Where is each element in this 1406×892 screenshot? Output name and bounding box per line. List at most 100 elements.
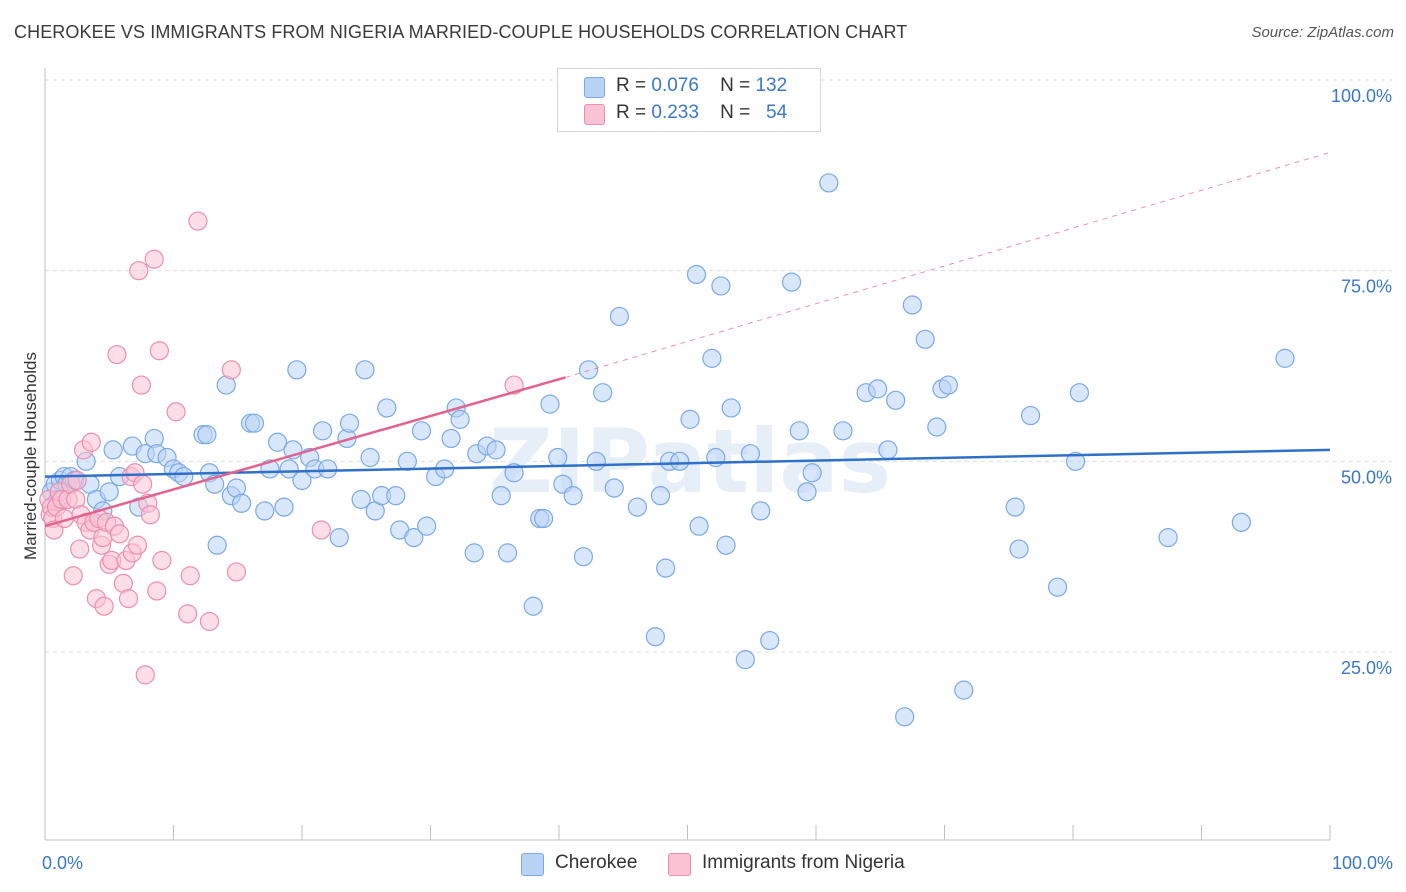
label-layer: 25.0% 50.0% 75.0% 100.0% 0.0% 100.0% Married-c… — [21, 86, 1393, 873]
point-cherokee — [1275, 348, 1295, 368]
point-nigeria — [226, 562, 247, 582]
point-cherokee — [886, 390, 906, 410]
point-nigeria — [94, 596, 114, 616]
point-cherokee — [833, 421, 853, 441]
point-cherokee — [573, 547, 594, 567]
point-cherokee — [760, 630, 780, 651]
point-cherokee — [680, 409, 700, 429]
point-nigeria — [70, 539, 90, 559]
legend-swatch-nigeria — [584, 104, 605, 125]
point-cherokee — [351, 489, 371, 510]
point-cherokee — [441, 428, 461, 449]
point-cherokee — [789, 421, 809, 441]
trendline-extension-nigeria — [565, 151, 1331, 378]
point-nigeria — [166, 402, 186, 422]
point-cherokee — [686, 264, 707, 285]
point-cherokee — [627, 497, 647, 517]
point-cherokee — [902, 295, 922, 315]
point-cherokee — [645, 627, 665, 647]
point-cherokee — [279, 459, 299, 479]
trend-layer — [44, 151, 1331, 528]
point-nigeria — [63, 566, 83, 586]
point-cherokee — [386, 486, 406, 506]
point-nigeria — [152, 550, 172, 571]
point-cherokee — [99, 482, 119, 502]
legend-swatch-cherokee — [584, 77, 605, 98]
legend-label: Cherokee — [555, 852, 638, 873]
legend-r-label: R = — [616, 102, 647, 123]
legend-swatch-cherokee — [521, 853, 544, 876]
point-cherokee — [1047, 577, 1068, 597]
legend-r-value: 0.076 — [651, 75, 699, 96]
legend-text: R = 0.233 N = 54 — [616, 102, 787, 124]
point-cherokee — [938, 375, 958, 395]
point-cherokee — [207, 535, 227, 555]
point-cherokee — [274, 497, 294, 517]
point-nigeria — [131, 375, 151, 395]
point-cherokee — [609, 306, 629, 327]
point-nigeria — [81, 432, 101, 452]
point-cherokee — [802, 463, 822, 483]
point-cherokee — [751, 501, 771, 521]
point-cherokee — [404, 527, 424, 548]
point-cherokee — [563, 486, 583, 506]
point-nigeria — [133, 474, 153, 494]
point-cherokee — [174, 466, 194, 487]
point-nigeria — [118, 589, 139, 609]
point-cherokee — [895, 707, 915, 727]
point-cherokee — [464, 543, 484, 563]
point-cherokee — [578, 360, 599, 380]
point-cherokee — [954, 680, 974, 700]
point-nigeria — [144, 249, 164, 269]
y-tick-label: 25.0% — [1341, 658, 1392, 678]
point-cherokee — [360, 447, 380, 468]
point-cherokee — [548, 447, 568, 468]
point-cherokee — [593, 383, 613, 403]
point-cherokee — [604, 478, 624, 498]
point-cherokee — [716, 535, 736, 555]
point-cherokee — [417, 516, 437, 536]
stats-legend: R = 0.076 N = 132 R = 0.233 N = 54 — [557, 68, 821, 132]
point-cherokee — [702, 348, 722, 368]
point-cherokee — [927, 417, 947, 437]
point-cherokee — [656, 558, 676, 578]
axis-layer — [44, 68, 1331, 841]
point-cherokee — [1158, 527, 1178, 548]
point-cherokee — [103, 440, 123, 460]
point-cherokee — [450, 409, 470, 429]
points-layer — [39, 173, 1295, 727]
legend-r-label: R = — [616, 75, 647, 96]
point-cherokee — [1065, 451, 1086, 471]
point-cherokee — [670, 451, 690, 471]
point-cherokee — [797, 482, 817, 502]
legend-n-value: 54 — [766, 102, 788, 123]
point-cherokee — [523, 596, 543, 616]
point-cherokee — [329, 527, 349, 548]
x-tick-label: 100.0% — [1332, 853, 1393, 873]
point-cherokee — [255, 501, 275, 521]
y-tick-label: 100.0% — [1331, 86, 1392, 106]
series-legend: Cherokee Immigrants from Nigeria — [0, 852, 1406, 878]
point-cherokee — [504, 463, 524, 483]
source-label: Source: ZipAtlas.com — [1251, 24, 1394, 41]
point-cherokee — [1005, 497, 1025, 517]
point-cherokee — [878, 440, 898, 460]
trendline-cherokee — [44, 448, 1331, 478]
trendline-nigeria — [44, 376, 566, 528]
point-nigeria — [221, 360, 241, 380]
point-cherokee — [533, 508, 554, 529]
point-cherokee — [711, 276, 731, 296]
point-nigeria — [311, 520, 331, 540]
y-tick-label: 75.0% — [1341, 277, 1392, 297]
x-tick-label: 0.0% — [42, 853, 83, 873]
point-cherokee — [740, 444, 761, 464]
point-cherokee — [377, 398, 397, 418]
legend-text: R = 0.076 N = 132 — [616, 75, 787, 97]
point-nigeria — [178, 604, 198, 624]
point-nigeria — [107, 344, 127, 365]
point-cherokee — [197, 425, 217, 445]
y-axis-title: Married-couple Households — [21, 352, 40, 560]
y-tick-label: 50.0% — [1341, 467, 1392, 487]
point-cherokee — [397, 451, 417, 471]
point-cherokee — [318, 459, 338, 479]
